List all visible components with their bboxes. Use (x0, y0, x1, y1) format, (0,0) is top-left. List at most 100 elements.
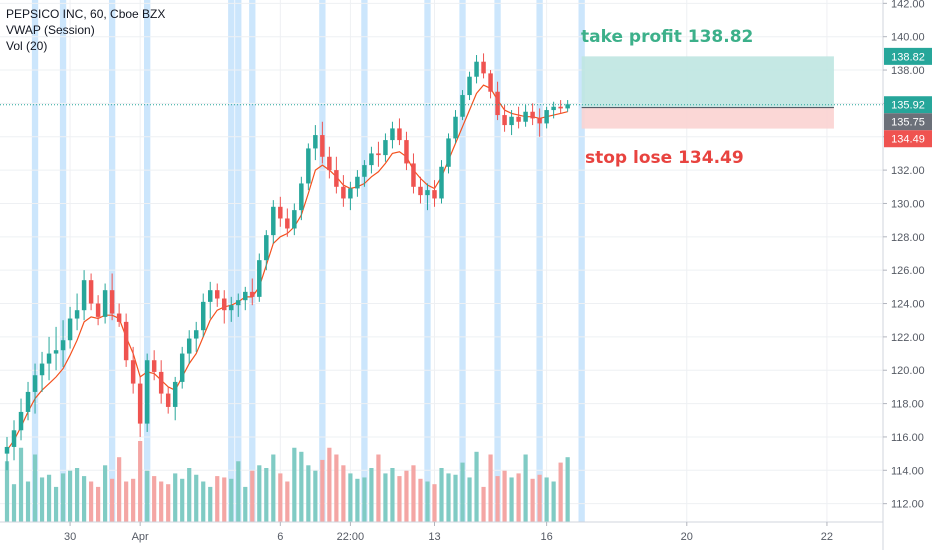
volume-bar (341, 465, 346, 522)
candle (376, 141, 381, 167)
candle-body (467, 76, 472, 96)
candle (390, 121, 395, 149)
candle-body (278, 206, 283, 219)
candle-body (369, 153, 374, 166)
candle-body (397, 128, 402, 141)
volume-bar (138, 441, 143, 522)
candle-body (551, 106, 556, 111)
time-tick-label: 6 (277, 531, 283, 543)
volume-bar (530, 478, 535, 522)
price-label-bg (884, 47, 932, 65)
volume-bar (180, 478, 185, 522)
volume-bar (96, 486, 101, 522)
candle (502, 105, 507, 132)
candle-body (257, 260, 262, 297)
volume-bar (418, 478, 423, 522)
volume-bar (369, 468, 374, 522)
candle-body (264, 235, 269, 261)
volume-bar (516, 473, 521, 522)
volume-bar (292, 447, 297, 522)
candle (172, 376, 178, 421)
volume-bar (397, 476, 402, 522)
volume-bar (558, 462, 563, 522)
volume-bar (187, 468, 192, 522)
candle (544, 106, 549, 129)
stop-loss-zone (581, 107, 834, 129)
candle-body (236, 300, 241, 306)
volume-bar (208, 486, 213, 522)
candle-body (502, 115, 507, 126)
volume-bar (4, 461, 10, 522)
volume-bar (439, 468, 444, 522)
volume-bar (11, 484, 17, 522)
candle (320, 121, 325, 164)
candle-body (165, 393, 171, 407)
volume-bar (453, 474, 458, 522)
candle-body (46, 353, 52, 364)
candle-body (102, 290, 108, 317)
price-labels: 138.82 135.92 135.75 134.49 (884, 47, 932, 148)
candle-body (558, 106, 563, 109)
candle (530, 103, 535, 126)
price-label-text: 135.75 (891, 117, 925, 129)
take-profit-zone (581, 56, 834, 108)
volume-bar (25, 481, 31, 522)
candle (313, 125, 318, 161)
candle-body (362, 165, 367, 177)
candle (355, 170, 360, 197)
highlight-band (235, 0, 242, 522)
volume-indicator-label[interactable]: Vol (20) (6, 39, 48, 53)
candle (481, 53, 486, 79)
price-tick-label: 120.00 (891, 365, 925, 377)
volume-bar (306, 465, 311, 522)
candle (25, 381, 31, 421)
candle-body (530, 111, 535, 119)
candle-body (376, 153, 381, 156)
volume-bar (348, 473, 353, 522)
candle-body (537, 118, 542, 124)
candle (271, 200, 276, 244)
candle-body (109, 290, 115, 314)
candle (193, 321, 199, 352)
candle (179, 346, 185, 389)
candle-body (193, 330, 199, 339)
candle (243, 286, 248, 311)
candle-body (348, 188, 353, 199)
vwap-indicator-label[interactable]: VWAP (Session) (6, 23, 95, 37)
candle-body (327, 156, 332, 171)
volume-bar (74, 468, 80, 522)
volume-bar (327, 447, 332, 522)
time-tick-label: 13 (428, 531, 440, 543)
candle-body (32, 375, 38, 392)
volume-bar (376, 454, 381, 522)
symbol-title[interactable]: PEPSICO INC, 60, Cboe BZX (6, 7, 166, 21)
candle-body (425, 190, 430, 196)
candle-body (334, 170, 339, 187)
volume-bar (544, 477, 549, 522)
volume-bar (411, 465, 416, 522)
candle-body (544, 110, 549, 124)
price-label-text: 138.82 (891, 51, 925, 63)
candle (334, 156, 339, 194)
position-zones (581, 56, 834, 129)
highlight-band (361, 0, 368, 522)
session-highlight-bands (31, 0, 585, 522)
candle-body (95, 303, 101, 317)
candle (229, 296, 234, 322)
candle (102, 283, 108, 324)
volume-bar (425, 481, 430, 522)
candle-body (404, 140, 409, 164)
candle-body (488, 73, 493, 92)
price-label-bg (884, 113, 932, 131)
volume-bar (32, 454, 38, 522)
volume-bar (89, 481, 94, 522)
candle (81, 270, 87, 321)
volume-bar (481, 486, 486, 522)
volume-bar (271, 454, 276, 522)
candle (137, 376, 143, 437)
candle-body (432, 190, 437, 199)
candle-body (460, 95, 465, 117)
price-label-text: 135.92 (891, 100, 925, 112)
volume-bar (537, 474, 542, 522)
